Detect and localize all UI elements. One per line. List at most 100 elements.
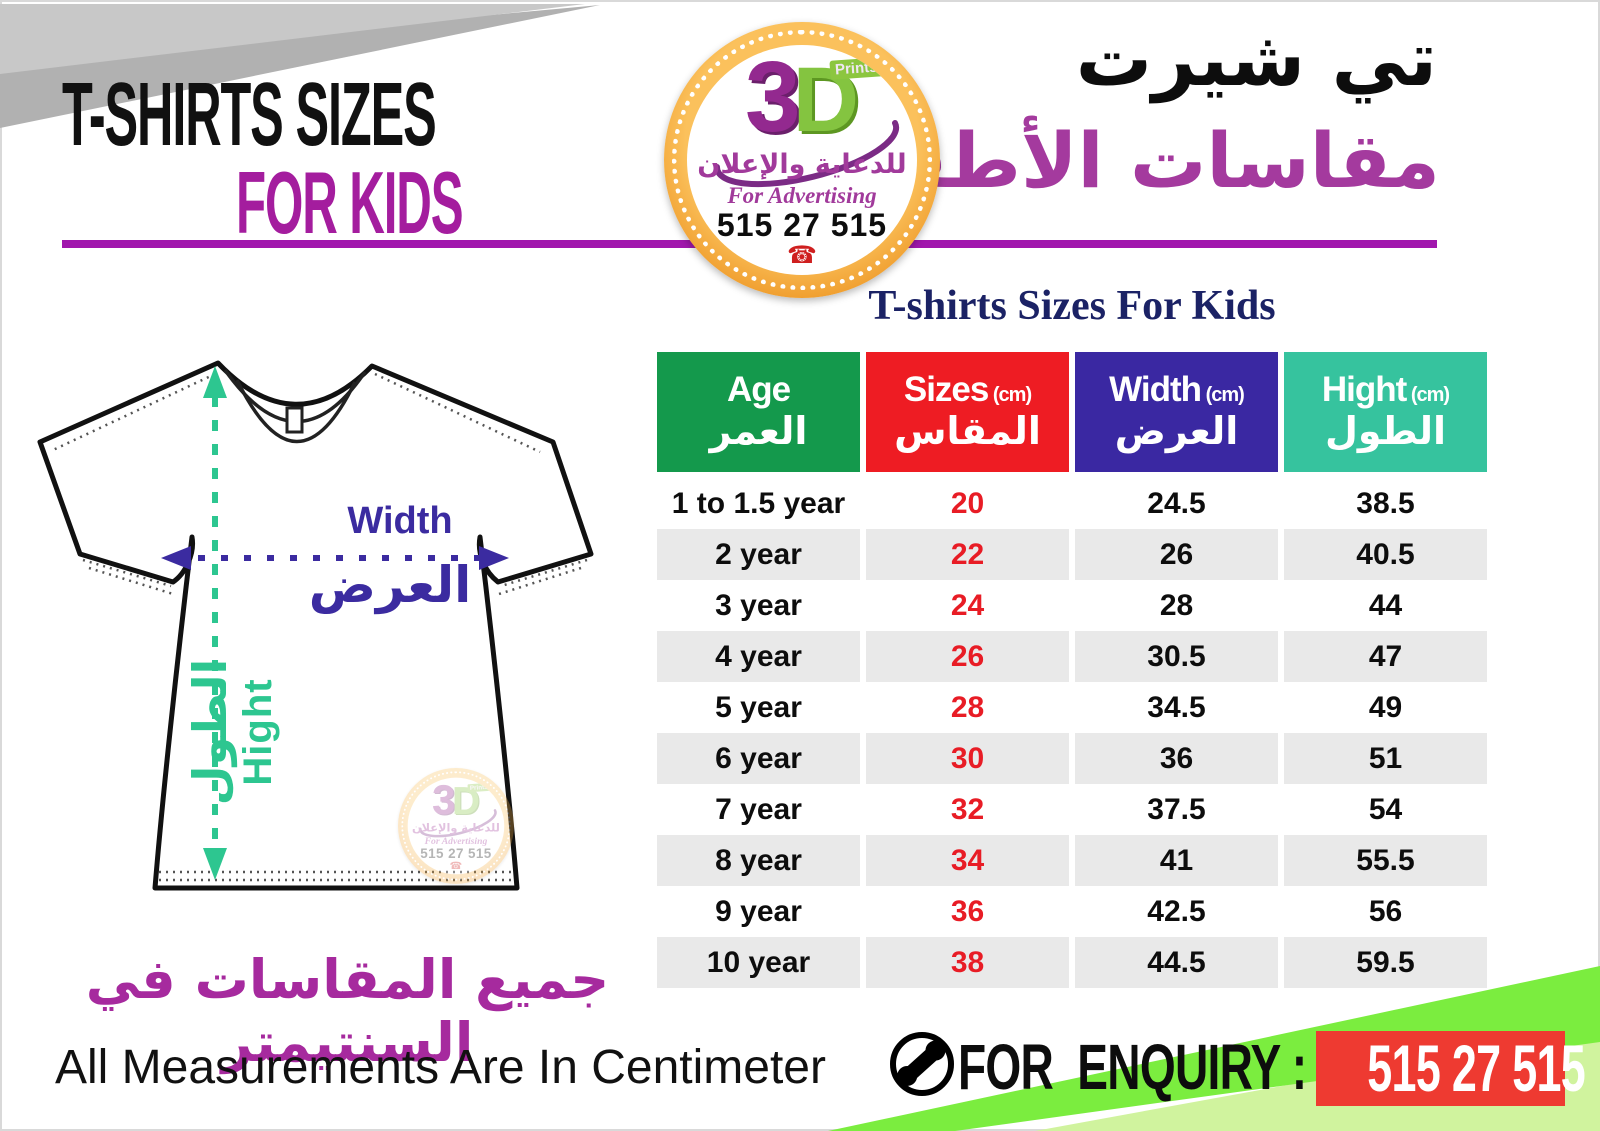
note-english: All Measurements Are In Centimeter (55, 1041, 826, 1094)
logo-tagline-en: For Advertising (727, 183, 877, 208)
telephone-icon: ☎ (787, 241, 817, 269)
table-cell: 32 (866, 784, 1069, 835)
table-cell: 41 (1075, 835, 1278, 886)
logo-dotted-ring (401, 771, 511, 881)
table-cell: 24.5 (1075, 478, 1278, 529)
column-header-unit: (cm) (1201, 383, 1245, 406)
logo-swoosh (418, 809, 497, 838)
logo-prints-label: Prints (467, 782, 491, 793)
table-cell: 10 year (657, 937, 860, 988)
table-cell: 47 (1284, 631, 1487, 682)
column-header: Width (cm) العرض (1075, 352, 1278, 472)
width-label-ar: العرض (308, 556, 472, 614)
table-cell: 38.5 (1284, 478, 1487, 529)
table-body: 1 to 1.5 year 20 24.5 38.5 2 year 22 26 40.5 3 y… (657, 478, 1487, 988)
table-cell: 7 year (657, 784, 860, 835)
table-cell: 34.5 (1075, 682, 1278, 733)
table-cell: 24 (866, 580, 1069, 631)
logo-badge: 3D Prints للدعاية والإعلان For Advertisi… (664, 22, 940, 298)
column-header-ar: العرض (1114, 409, 1239, 454)
column-header-ar: المقاس (894, 409, 1041, 454)
note-arabic: جميع المقاسات في السنتيمتر (85, 948, 610, 1074)
logo-tagline-ar: للدعاية والإعلان (697, 149, 907, 180)
column-header-en: Width (cm) (1109, 369, 1245, 409)
height-arrow (203, 366, 227, 880)
height-label-en: Hight (235, 678, 280, 786)
table-cell: 44 (1284, 580, 1487, 631)
table-cell: 37.5 (1075, 784, 1278, 835)
table-cell: 30.5 (1075, 631, 1278, 682)
width-label-en: Width (347, 500, 453, 542)
logo-badge: 3D Prints للدعاية والإعلان For Advertisi… (398, 768, 514, 884)
column-header-unit: (cm) (1406, 383, 1450, 406)
table-cell: 38 (866, 937, 1069, 988)
table-cell: 5 year (657, 682, 860, 733)
table-cell: 3 year (657, 580, 860, 631)
table-cell: 28 (1075, 580, 1278, 631)
table-cell: 22 (866, 529, 1069, 580)
logo-brand: 3D (687, 47, 917, 147)
table-cell: 34 (866, 835, 1069, 886)
logo-phone-number: 515 27 515 (420, 845, 492, 861)
table-cell: 28 (866, 682, 1069, 733)
enquiry-number-box: 515 27 515 (1316, 1031, 1586, 1106)
telephone-icon: ☎ (449, 859, 463, 872)
logo-brand: 3D (408, 777, 505, 824)
table-title: T-shirts Sizes For Kids (868, 283, 1276, 329)
gray-corner-decor (0, 4, 600, 128)
column-header-en: Sizes (cm) (903, 369, 1032, 409)
table-cell: 8 year (657, 835, 860, 886)
table-cell: 40.5 (1284, 529, 1487, 580)
poster-title-ar-line1: تي شيرت (1075, 14, 1437, 103)
poster-title-en-line1: T-SHIRTS SIZES (62, 65, 437, 165)
logo-dotted-ring (672, 30, 932, 290)
table-cell: 42.5 (1075, 886, 1278, 937)
table-cell: 49 (1284, 682, 1487, 733)
table-cell: 36 (1075, 733, 1278, 784)
table-cell: 26 (866, 631, 1069, 682)
table-cell: 4 year (657, 631, 860, 682)
table-cell: 2 year (657, 529, 860, 580)
table-cell: 30 (866, 733, 1069, 784)
logo-3: 3 (432, 777, 456, 824)
column-header-ar: الطول (1324, 409, 1447, 454)
column-header-ar: العمر (709, 409, 808, 454)
tshirt-illustration (37, 360, 594, 891)
column-header: Hight (cm) الطول (1284, 352, 1487, 472)
width-arrow (161, 546, 509, 570)
column-header: Sizes (cm) المقاس (866, 352, 1069, 472)
column-header-en: Hight (cm) (1321, 369, 1450, 409)
height-label-ar: الطول (183, 658, 237, 806)
table-cell: 1 to 1.5 year (657, 478, 860, 529)
table-cell: 36 (866, 886, 1069, 937)
enquiry-number: 515 27 515 (1367, 1031, 1586, 1105)
table-cell: 51 (1284, 733, 1487, 784)
column-header: Age العمر (657, 352, 860, 472)
table-cell: 56 (1284, 886, 1487, 937)
column-header-en: Age (726, 369, 791, 409)
table-cell: 6 year (657, 733, 860, 784)
table-cell: 54 (1284, 784, 1487, 835)
table-cell: 44.5 (1075, 937, 1278, 988)
logo-3: 3 (744, 45, 801, 153)
table-cell: 9 year (657, 886, 860, 937)
logo-inner: 3D Prints للدعاية والإعلان For Advertisi… (407, 777, 505, 875)
height-label: الطول Hight (183, 617, 285, 847)
logo-phone-number: 515 27 515 (716, 207, 888, 243)
table-cell: 55.5 (1284, 835, 1487, 886)
enquiry-label: FOR ENQUIRY : (958, 1031, 1307, 1103)
phone-circle-icon (890, 1032, 954, 1096)
poster-title-en-line2: FOR KIDS (236, 153, 464, 252)
table-cell: 59.5 (1284, 937, 1487, 988)
logo-prints-label: Prints (829, 57, 884, 80)
collar-placket (285, 406, 304, 434)
table-header-row: Age العمر Sizes (cm) المقاس Width (cm) العرض H… (657, 352, 1487, 472)
logo-tagline-en: For Advertising (424, 835, 488, 847)
table-cell: 20 (866, 478, 1069, 529)
logo-inner: 3D Prints للدعاية والإعلان For Advertisi… (687, 45, 917, 275)
logo-swoosh (713, 120, 900, 188)
column-header-unit: (cm) (988, 383, 1032, 406)
logo-d: D (452, 779, 480, 823)
logo-tagline-ar: للدعاية والإعلان (411, 821, 500, 835)
